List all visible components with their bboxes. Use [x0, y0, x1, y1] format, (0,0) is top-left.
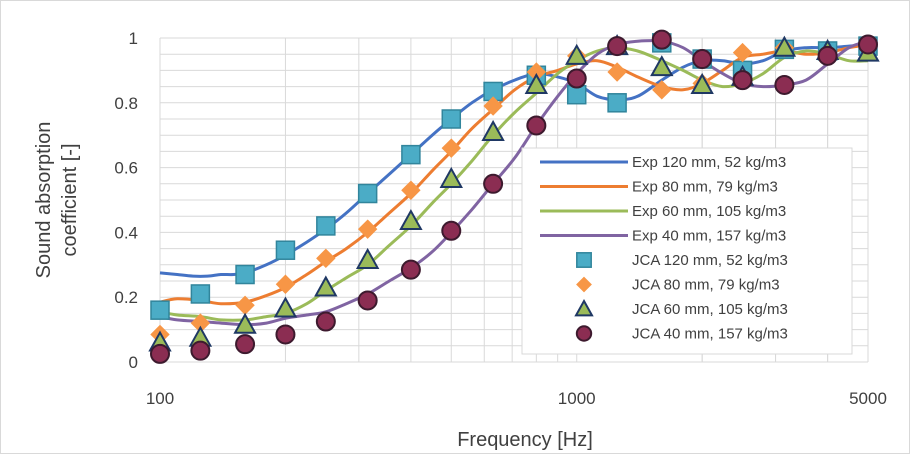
legend-label: Exp 60 mm, 105 kg/m3 — [632, 203, 786, 220]
marker-jca-120-mm-52-kg-m3 — [441, 109, 462, 129]
marker-jca-60-mm-105-kg-m3 — [772, 35, 797, 57]
marker-jca-40-mm-157-kg-m3 — [566, 68, 587, 89]
legend-label: Exp 40 mm, 157 kg/m3 — [632, 228, 786, 245]
marker-jca-40-mm-157-kg-m3 — [651, 29, 672, 50]
marker-jca-40-mm-157-kg-m3 — [858, 34, 878, 55]
marker-jca-40-mm-157-kg-m3 — [732, 70, 753, 91]
marker-jca-120-mm-52-kg-m3 — [607, 93, 627, 113]
marker-jca-40-mm-157-kg-m3 — [441, 220, 462, 241]
marker-jca-60-mm-105-kg-m3 — [355, 247, 380, 269]
y-axis-title: Sound absorption coefficient [-] — [33, 122, 81, 279]
marker-jca-80-mm-79-kg-m3 — [357, 219, 378, 239]
legend: Exp 120 mm, 52 kg/m3 Exp 80 mm, 79 kg/m3 E… — [521, 147, 853, 355]
y-tick-label: 0.6 — [114, 159, 138, 178]
marker-jca-80-mm-79-kg-m3 — [607, 62, 627, 82]
legend-label: Exp 80 mm, 79 kg/m3 — [632, 179, 778, 196]
y-tick-label: 0.4 — [114, 223, 138, 242]
marker-jca-40-mm-157-kg-m3 — [315, 311, 336, 332]
y-tick-label: 0.8 — [114, 94, 138, 113]
x-tick-label: 100 — [146, 389, 174, 408]
y-tick-label: 0 — [129, 353, 138, 372]
marker-jca-40-mm-157-kg-m3 — [692, 49, 713, 70]
marker-jca-120-mm-52-kg-m3 — [275, 240, 296, 260]
marker-jca-80-mm-79-kg-m3 — [732, 42, 753, 63]
marker-jca-60-mm-105-kg-m3 — [233, 312, 257, 334]
legend-swatch-jca-80-mm-79-kg-m3 — [576, 276, 592, 293]
legend-label: Exp 120 mm, 52 kg/m3 — [632, 154, 786, 171]
marker-jca-60-mm-105-kg-m3 — [314, 275, 338, 297]
marker-jca-40-mm-157-kg-m3 — [607, 36, 628, 57]
marker-jca-60-mm-105-kg-m3 — [273, 296, 298, 318]
marker-jca-40-mm-157-kg-m3 — [483, 173, 504, 194]
legend-label: JCA 80 mm, 79 kg/m3 — [632, 277, 780, 294]
marker-jca-120-mm-52-kg-m3 — [190, 284, 211, 304]
marker-jca-80-mm-79-kg-m3 — [483, 96, 503, 116]
marker-jca-80-mm-79-kg-m3 — [652, 80, 672, 100]
x-tick-label: 5000 — [849, 389, 887, 408]
marker-jca-40-mm-157-kg-m3 — [774, 74, 795, 95]
x-tick-label: 1000 — [558, 389, 596, 408]
marker-jca-60-mm-105-kg-m3 — [690, 72, 714, 94]
marker-jca-60-mm-105-kg-m3 — [650, 55, 674, 77]
series-markers — [148, 29, 880, 364]
marker-jca-120-mm-52-kg-m3 — [401, 144, 421, 165]
legend-swatch-jca-60-mm-105-kg-m3 — [574, 298, 594, 317]
marker-jca-40-mm-157-kg-m3 — [235, 334, 256, 355]
legend-label: JCA 120 mm, 52 kg/m3 — [632, 252, 788, 269]
marker-jca-60-mm-105-kg-m3 — [524, 72, 549, 94]
marker-jca-80-mm-79-kg-m3 — [275, 274, 296, 294]
marker-jca-60-mm-105-kg-m3 — [481, 119, 505, 141]
marker-jca-80-mm-79-kg-m3 — [401, 180, 421, 200]
marker-jca-40-mm-157-kg-m3 — [817, 45, 838, 66]
marker-jca-120-mm-52-kg-m3 — [150, 300, 170, 320]
y-axis-title-line2: coefficient [-] — [59, 143, 81, 256]
marker-jca-80-mm-79-kg-m3 — [441, 138, 461, 158]
y-tick-label: 1 — [129, 29, 138, 48]
marker-jca-60-mm-105-kg-m3 — [565, 43, 589, 65]
marker-jca-40-mm-157-kg-m3 — [150, 343, 170, 364]
marker-jca-40-mm-157-kg-m3 — [357, 290, 378, 311]
legend-swatch-jca-120-mm-52-kg-m3 — [576, 252, 592, 268]
legend-label: JCA 40 mm, 157 kg/m3 — [632, 326, 788, 343]
legend-swatch-jca-40-mm-157-kg-m3 — [575, 325, 593, 342]
y-tick-label: 0.2 — [114, 288, 138, 307]
marker-jca-60-mm-105-kg-m3 — [399, 209, 423, 231]
tick-labels: 0 0.2 0.4 0.6 0.8 1 100 1000 5000 — [114, 29, 887, 408]
marker-jca-40-mm-157-kg-m3 — [190, 340, 211, 361]
marker-jca-120-mm-52-kg-m3 — [235, 264, 255, 285]
marker-jca-80-mm-79-kg-m3 — [316, 248, 336, 269]
marker-jca-120-mm-52-kg-m3 — [357, 183, 378, 204]
y-axis-title-line1: Sound absorption — [33, 122, 55, 279]
legend-label: JCA 60 mm, 105 kg/m3 — [632, 301, 788, 318]
marker-jca-60-mm-105-kg-m3 — [439, 166, 463, 188]
marker-jca-120-mm-52-kg-m3 — [316, 216, 336, 236]
marker-jca-40-mm-157-kg-m3 — [526, 115, 547, 136]
marker-jca-40-mm-157-kg-m3 — [400, 259, 421, 280]
marker-jca-40-mm-157-kg-m3 — [275, 324, 296, 345]
x-axis-title: Frequency [Hz] — [457, 429, 593, 451]
legend-box — [521, 147, 853, 355]
